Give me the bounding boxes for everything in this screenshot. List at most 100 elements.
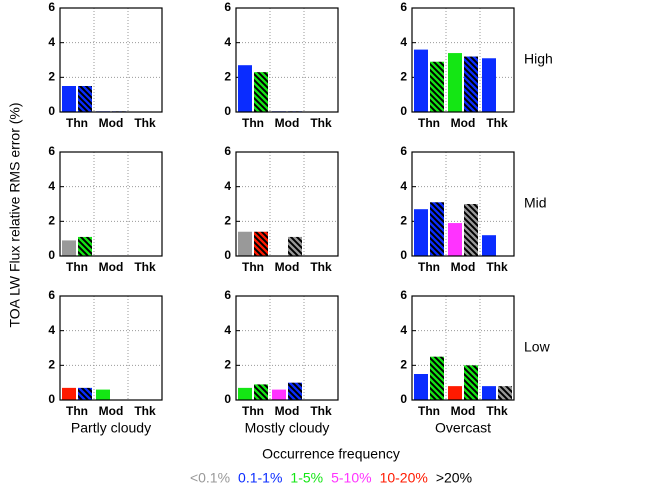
bar [464, 204, 478, 256]
bar [414, 374, 428, 400]
bar [448, 386, 462, 400]
row-label: High [524, 51, 553, 67]
y-tick-label: 2 [48, 214, 55, 228]
y-tick-label: 2 [400, 70, 407, 84]
bar [414, 49, 428, 112]
x-tick-label: Thn [242, 260, 264, 274]
y-tick-label: 6 [400, 144, 407, 158]
y-tick-label: 6 [48, 288, 55, 302]
x-tick-label: Mod [451, 404, 476, 418]
panel-frame [235, 151, 339, 257]
y-axis-label: TOA LW Flux relative RMS error (%) [7, 102, 23, 327]
x-tick-label: Mod [451, 116, 476, 130]
y-tick-label: 0 [48, 248, 55, 262]
x-tick-label: Mod [451, 260, 476, 274]
y-tick-label: 6 [48, 0, 55, 14]
legend-item: 0.1-1% [238, 470, 282, 486]
y-tick-label: 0 [400, 104, 407, 118]
y-tick-label: 0 [48, 392, 55, 406]
bar [272, 389, 286, 400]
x-tick-label: Thn [242, 116, 264, 130]
x-tick-label: Thn [66, 404, 88, 418]
y-tick-label: 2 [224, 214, 231, 228]
legend-item: <0.1% [190, 470, 230, 486]
x-tick-label: Thk [486, 116, 508, 130]
y-tick-label: 4 [224, 323, 231, 337]
y-tick-label: 0 [224, 104, 231, 118]
row-label: Low [524, 339, 551, 355]
bar [78, 387, 92, 400]
x-tick-label: Thk [486, 260, 508, 274]
y-tick-label: 4 [48, 179, 55, 193]
y-tick-label: 0 [400, 248, 407, 262]
bar [238, 387, 252, 400]
bar [482, 58, 496, 112]
bar [464, 56, 478, 112]
bar [482, 235, 496, 256]
panel-frame [59, 295, 163, 401]
x-tick-label: Mod [99, 116, 124, 130]
bar [62, 240, 76, 256]
y-tick-label: 6 [224, 144, 231, 158]
y-tick-label: 2 [224, 70, 231, 84]
x-tick-label: Thn [418, 404, 440, 418]
y-tick-label: 2 [48, 70, 55, 84]
x-tick-label: Thk [134, 404, 156, 418]
bar [448, 53, 462, 112]
y-tick-label: 2 [224, 358, 231, 372]
x-tick-label: Thk [310, 404, 332, 418]
legend-title: Occurrence frequency [262, 446, 400, 462]
x-tick-label: Thn [66, 260, 88, 274]
bar [482, 386, 496, 400]
y-tick-label: 4 [48, 323, 55, 337]
x-tick-label: Thk [134, 260, 156, 274]
bar [238, 231, 252, 256]
bar [430, 202, 444, 256]
x-tick-label: Thk [486, 404, 508, 418]
y-tick-label: 4 [400, 323, 407, 337]
x-tick-label: Thn [242, 404, 264, 418]
bar [288, 382, 302, 400]
bar [78, 86, 92, 112]
bar [448, 223, 462, 256]
panel-frame [235, 7, 339, 113]
y-tick-label: 4 [400, 35, 407, 49]
legend-item: 10-20% [380, 470, 428, 486]
panel-frame [59, 151, 163, 257]
x-tick-label: Thn [418, 116, 440, 130]
x-tick-label: Mod [99, 260, 124, 274]
y-tick-label: 6 [224, 288, 231, 302]
column-label: Partly cloudy [71, 420, 151, 436]
y-tick-label: 4 [224, 179, 231, 193]
legend-item: 1-5% [290, 470, 323, 486]
x-tick-label: Thn [66, 116, 88, 130]
y-tick-label: 0 [224, 248, 231, 262]
bar [254, 384, 268, 400]
column-label: Overcast [435, 420, 491, 436]
x-tick-label: Thn [418, 260, 440, 274]
panel-frame [411, 295, 515, 401]
y-tick-label: 0 [48, 104, 55, 118]
x-tick-label: Thk [134, 116, 156, 130]
bar [62, 387, 76, 400]
panel-frame [411, 7, 515, 113]
bar [96, 389, 110, 400]
bar [78, 236, 92, 256]
y-tick-label: 0 [400, 392, 407, 406]
y-tick-label: 4 [400, 179, 407, 193]
y-tick-label: 6 [48, 144, 55, 158]
y-tick-label: 2 [48, 358, 55, 372]
panel-frame [411, 151, 515, 257]
y-tick-label: 6 [400, 0, 407, 14]
legend-item: >20% [436, 470, 472, 486]
x-tick-label: Mod [275, 116, 300, 130]
bar [430, 356, 444, 400]
y-tick-label: 2 [400, 358, 407, 372]
legend-item: 5-10% [331, 470, 371, 486]
x-tick-label: Thk [310, 260, 332, 274]
panel-frame [59, 7, 163, 113]
y-tick-label: 4 [224, 35, 231, 49]
bar [254, 231, 268, 256]
bar [430, 61, 444, 112]
